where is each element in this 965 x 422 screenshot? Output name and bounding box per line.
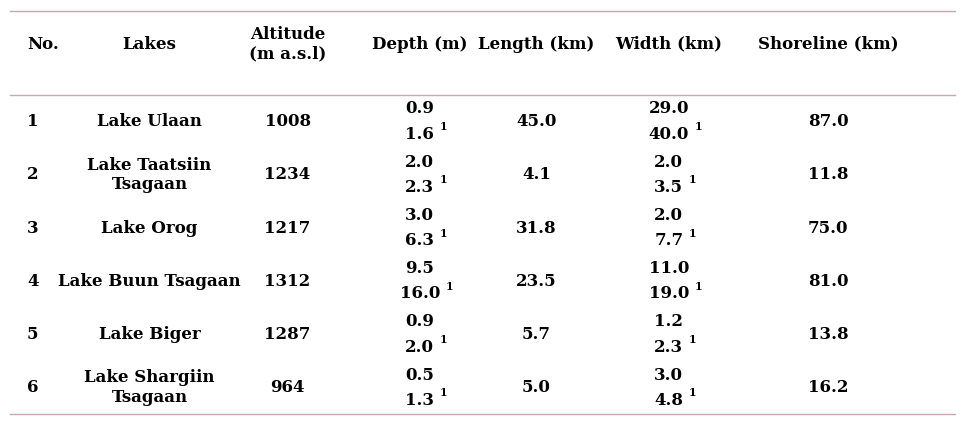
Text: 0.9: 0.9 <box>405 100 434 117</box>
Text: Lake Orog: Lake Orog <box>101 219 198 237</box>
Text: Lake Biger: Lake Biger <box>98 326 201 343</box>
Text: 2.0: 2.0 <box>654 207 683 224</box>
Text: 81.0: 81.0 <box>808 273 848 290</box>
Text: 1: 1 <box>695 281 703 292</box>
Text: 1: 1 <box>689 174 696 185</box>
Text: 3.0: 3.0 <box>654 367 683 384</box>
Text: Altitude
(m a.s.l): Altitude (m a.s.l) <box>249 26 326 62</box>
Text: 1: 1 <box>446 281 454 292</box>
Text: 2: 2 <box>27 166 39 183</box>
Text: 0.5: 0.5 <box>405 367 434 384</box>
Text: 19.0: 19.0 <box>648 285 689 303</box>
Text: Depth (m): Depth (m) <box>372 36 467 53</box>
Text: 3: 3 <box>27 219 39 237</box>
Text: 1: 1 <box>440 174 447 185</box>
Text: 7.7: 7.7 <box>654 232 683 249</box>
Text: 3.5: 3.5 <box>654 179 683 196</box>
Text: 31.8: 31.8 <box>516 219 557 237</box>
Text: Lake Shargiin
Tsagaan: Lake Shargiin Tsagaan <box>84 370 215 406</box>
Text: 1: 1 <box>440 121 447 132</box>
Text: Lake Buun Tsagaan: Lake Buun Tsagaan <box>58 273 241 290</box>
Text: 1234: 1234 <box>264 166 311 183</box>
Text: 2.0: 2.0 <box>654 154 683 170</box>
Text: 2.0: 2.0 <box>405 339 434 356</box>
Text: 9.5: 9.5 <box>405 260 434 277</box>
Text: 2.3: 2.3 <box>654 339 683 356</box>
Text: 1008: 1008 <box>264 113 311 130</box>
Text: 1.3: 1.3 <box>405 392 434 409</box>
Text: 45.0: 45.0 <box>516 113 557 130</box>
Text: Shoreline (km): Shoreline (km) <box>758 36 898 53</box>
Text: 29.0: 29.0 <box>648 100 689 117</box>
Text: 1: 1 <box>689 387 696 398</box>
Text: Lake Taatsiin
Tsagaan: Lake Taatsiin Tsagaan <box>88 157 211 193</box>
Text: 6.3: 6.3 <box>405 232 434 249</box>
Text: 5.0: 5.0 <box>522 379 551 396</box>
Text: Length (km): Length (km) <box>479 36 594 53</box>
Text: Width (km): Width (km) <box>616 36 722 53</box>
Text: 6: 6 <box>27 379 39 396</box>
Text: 5: 5 <box>27 326 39 343</box>
Text: 1217: 1217 <box>264 219 311 237</box>
Text: 964: 964 <box>270 379 305 396</box>
Text: 1.2: 1.2 <box>654 314 683 330</box>
Text: 11.8: 11.8 <box>808 166 848 183</box>
Text: 87.0: 87.0 <box>808 113 848 130</box>
Text: 0.9: 0.9 <box>405 314 434 330</box>
Text: 1: 1 <box>440 387 447 398</box>
Text: 11.0: 11.0 <box>648 260 689 277</box>
Text: 40.0: 40.0 <box>648 126 689 143</box>
Text: Lakes: Lakes <box>123 36 177 53</box>
Text: No.: No. <box>27 36 59 53</box>
Text: 16.2: 16.2 <box>808 379 848 396</box>
Text: 1287: 1287 <box>264 326 311 343</box>
Text: 16.0: 16.0 <box>400 285 440 303</box>
Text: 1: 1 <box>440 334 447 345</box>
Text: 4.8: 4.8 <box>654 392 683 409</box>
Text: 2.3: 2.3 <box>405 179 434 196</box>
Text: 2.0: 2.0 <box>405 154 434 170</box>
Text: 23.5: 23.5 <box>516 273 557 290</box>
Text: 1312: 1312 <box>264 273 311 290</box>
Text: 4: 4 <box>27 273 39 290</box>
Text: 75.0: 75.0 <box>808 219 848 237</box>
Text: 1: 1 <box>689 334 696 345</box>
Text: Lake Ulaan: Lake Ulaan <box>97 113 202 130</box>
Text: 13.8: 13.8 <box>808 326 848 343</box>
Text: 1: 1 <box>695 121 703 132</box>
Text: 1: 1 <box>440 227 447 238</box>
Text: 1.6: 1.6 <box>405 126 434 143</box>
Text: 5.7: 5.7 <box>522 326 551 343</box>
Text: 1: 1 <box>27 113 39 130</box>
Text: 4.1: 4.1 <box>522 166 551 183</box>
Text: 1: 1 <box>689 227 696 238</box>
Text: 3.0: 3.0 <box>405 207 434 224</box>
